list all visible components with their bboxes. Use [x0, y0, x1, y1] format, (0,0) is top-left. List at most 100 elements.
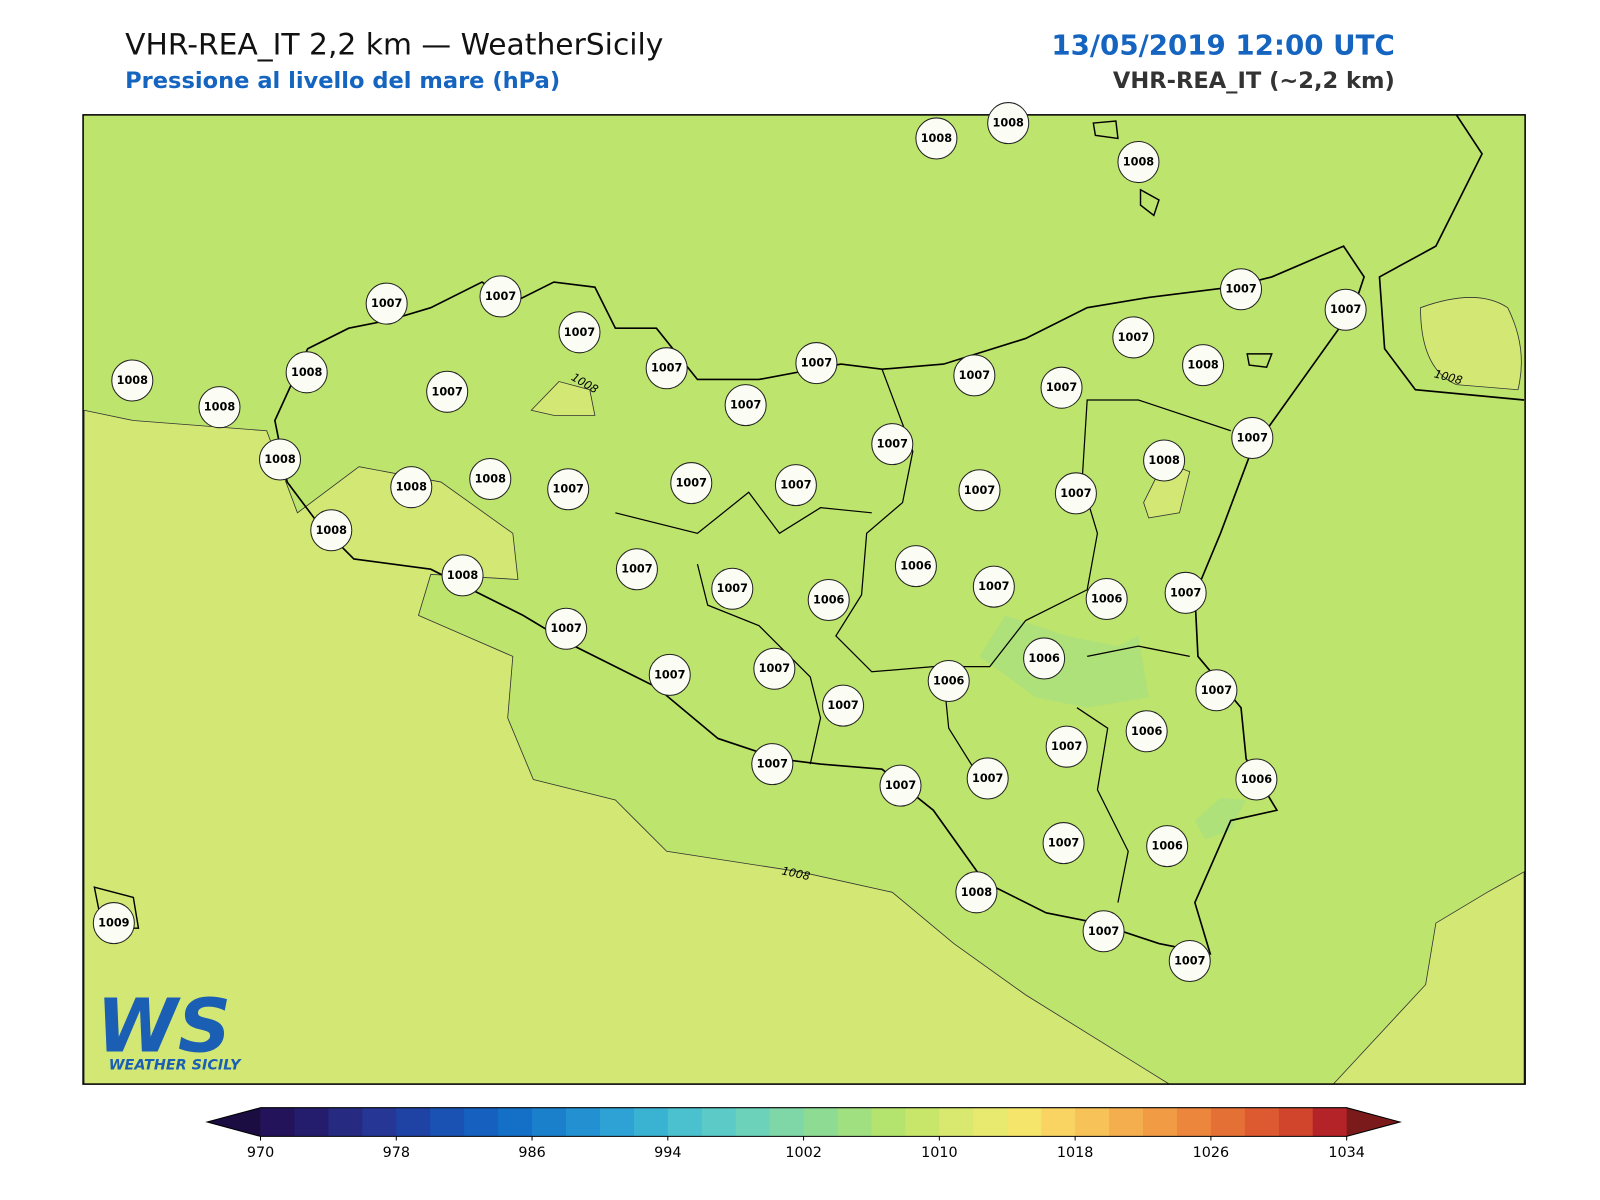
station: 1007 [545, 607, 588, 650]
station-marker [915, 117, 958, 160]
station: 1007 [953, 354, 996, 397]
map-frame [82, 114, 1526, 1085]
station: 1007 [871, 423, 914, 466]
station-marker [365, 282, 408, 325]
station-value: 1006 [900, 560, 932, 573]
colorbar-bin [464, 1107, 499, 1137]
station: 1008 [1182, 344, 1225, 387]
colorbar-extend-high [1346, 1107, 1400, 1137]
station: 1007 [1054, 472, 1097, 515]
station-value: 1008 [204, 401, 236, 414]
map [83, 114, 1526, 1085]
station-marker [310, 509, 353, 552]
station-value: 1007 [978, 580, 1009, 593]
station-marker [547, 468, 590, 511]
subtitle: Pressione al livello del mare (hPa) [125, 68, 560, 94]
colorbar-bin [633, 1107, 669, 1137]
contour-label: 1008 [781, 865, 812, 884]
station-value: 1008 [396, 481, 428, 494]
station-marker [972, 565, 1015, 608]
station-value: 1007 [885, 779, 916, 792]
colorbar-bin [328, 1107, 363, 1137]
station-marker [545, 607, 588, 650]
station-marker [1040, 366, 1083, 409]
station-value: 1008 [291, 366, 323, 379]
station-marker [1117, 141, 1160, 184]
station-value: 1007 [730, 399, 761, 412]
station-value: 1006 [1151, 840, 1183, 853]
colorbar-bin [396, 1107, 431, 1137]
station: 1006 [1125, 710, 1168, 753]
station-marker [1042, 822, 1085, 865]
station-value: 1007 [759, 662, 790, 675]
station: 1006 [1023, 637, 1066, 680]
station: 1007 [1112, 316, 1155, 359]
station: 1007 [1231, 416, 1274, 459]
colorbar-extend-low [207, 1107, 261, 1137]
station-marker [1324, 288, 1367, 331]
station-marker [390, 466, 433, 509]
station: 1007 [966, 757, 1009, 800]
colorbar-tick-label: 1026 [1193, 1145, 1230, 1161]
station-value: 1007 [371, 297, 402, 310]
station: 1008 [390, 466, 433, 509]
station-value: 1008 [1123, 156, 1155, 169]
station-marker [1143, 439, 1186, 482]
colorbar-bin [1109, 1107, 1144, 1137]
colorbar-tick-label: 978 [383, 1145, 410, 1161]
station: 1007 [1040, 366, 1083, 409]
station-value: 1007 [1170, 586, 1201, 599]
station-value: 1006 [1131, 725, 1163, 738]
logo-mark: WS [96, 983, 231, 1069]
colorbar-tick-label: 986 [518, 1145, 545, 1161]
station: 1007 [822, 684, 865, 727]
station: 1007 [1082, 910, 1125, 953]
contour-region [1194, 797, 1247, 839]
station-marker [1023, 637, 1066, 680]
station: 1007 [753, 647, 796, 690]
coastline [1378, 114, 1525, 401]
station: 1007 [1324, 288, 1367, 331]
station-marker [645, 347, 688, 390]
station-marker [1082, 910, 1125, 953]
station-value: 1007 [654, 668, 685, 681]
station-value: 1007 [1225, 283, 1256, 296]
station-value: 1009 [98, 917, 130, 930]
station: 1006 [1085, 577, 1128, 620]
station-value: 1008 [264, 453, 296, 466]
station-marker [751, 743, 794, 786]
station-value: 1007 [485, 290, 516, 303]
station: 1006 [927, 660, 970, 703]
colorbar-bin [1312, 1107, 1348, 1137]
station-value: 1007 [1237, 431, 1268, 444]
station-value: 1007 [1174, 955, 1205, 968]
station: 1007 [958, 469, 1001, 512]
station-marker [774, 464, 817, 507]
station-value: 1006 [933, 675, 965, 688]
station: 1007 [1168, 940, 1211, 983]
station-value: 1008 [1187, 359, 1219, 372]
colorbar-bin [362, 1107, 397, 1137]
colorbar-tick-label: 994 [654, 1145, 681, 1161]
station-value: 1007 [717, 582, 748, 595]
colorbar-tick-label: 1034 [1328, 1145, 1365, 1161]
colorbar-bin [294, 1107, 329, 1137]
station-marker [724, 384, 767, 427]
station: 1007 [795, 342, 838, 385]
station: 1009 [92, 902, 135, 945]
station: 1008 [198, 386, 241, 429]
station-value: 1007 [972, 772, 1003, 785]
station-value: 1006 [813, 594, 845, 607]
station: 1007 [479, 275, 522, 318]
station-marker [955, 871, 998, 914]
colorbar-bin [565, 1107, 601, 1137]
colorbar-bin [905, 1107, 940, 1137]
station-value: 1007 [564, 326, 595, 339]
station: 1008 [955, 871, 998, 914]
station-value: 1007 [964, 484, 995, 497]
contour-region [530, 381, 596, 416]
station-marker [469, 457, 512, 500]
colorbar-bin [498, 1107, 533, 1137]
colorbar-tick-label: 1018 [1057, 1145, 1094, 1161]
station-marker [807, 578, 850, 622]
